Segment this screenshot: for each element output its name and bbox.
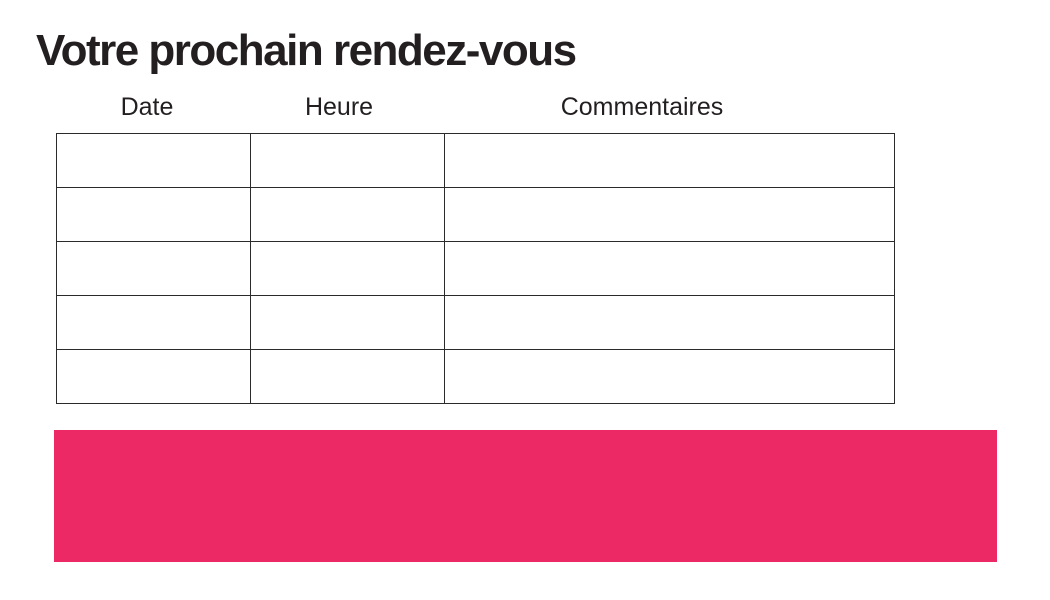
table-cell xyxy=(444,187,895,242)
table-row xyxy=(56,133,895,188)
table-cell xyxy=(56,295,251,350)
table-cell xyxy=(444,349,895,404)
table-row xyxy=(56,187,895,242)
table-cell xyxy=(444,133,895,188)
table-cell xyxy=(250,133,445,188)
column-header-date: Date xyxy=(120,93,174,121)
table-cell xyxy=(250,295,445,350)
highlight-bar xyxy=(54,430,997,562)
table-cell xyxy=(56,349,251,404)
appointment-table xyxy=(56,133,895,404)
table-cell xyxy=(250,187,445,242)
table-cell xyxy=(56,241,251,296)
table-row xyxy=(56,295,895,350)
table-row xyxy=(56,241,895,296)
table-cell xyxy=(56,133,251,188)
table-cell xyxy=(444,241,895,296)
table-header-row: Date Heure Commentaires xyxy=(56,92,894,122)
table-cell xyxy=(56,187,251,242)
appointment-table-body xyxy=(56,133,895,404)
table-cell xyxy=(444,295,895,350)
table-cell xyxy=(250,349,445,404)
column-header-heure: Heure xyxy=(304,93,374,121)
table-row xyxy=(56,349,895,404)
page-title: Votre prochain rendez-vous xyxy=(36,26,577,75)
column-header-commentaires: Commentaires xyxy=(560,93,724,121)
table-cell xyxy=(250,241,445,296)
